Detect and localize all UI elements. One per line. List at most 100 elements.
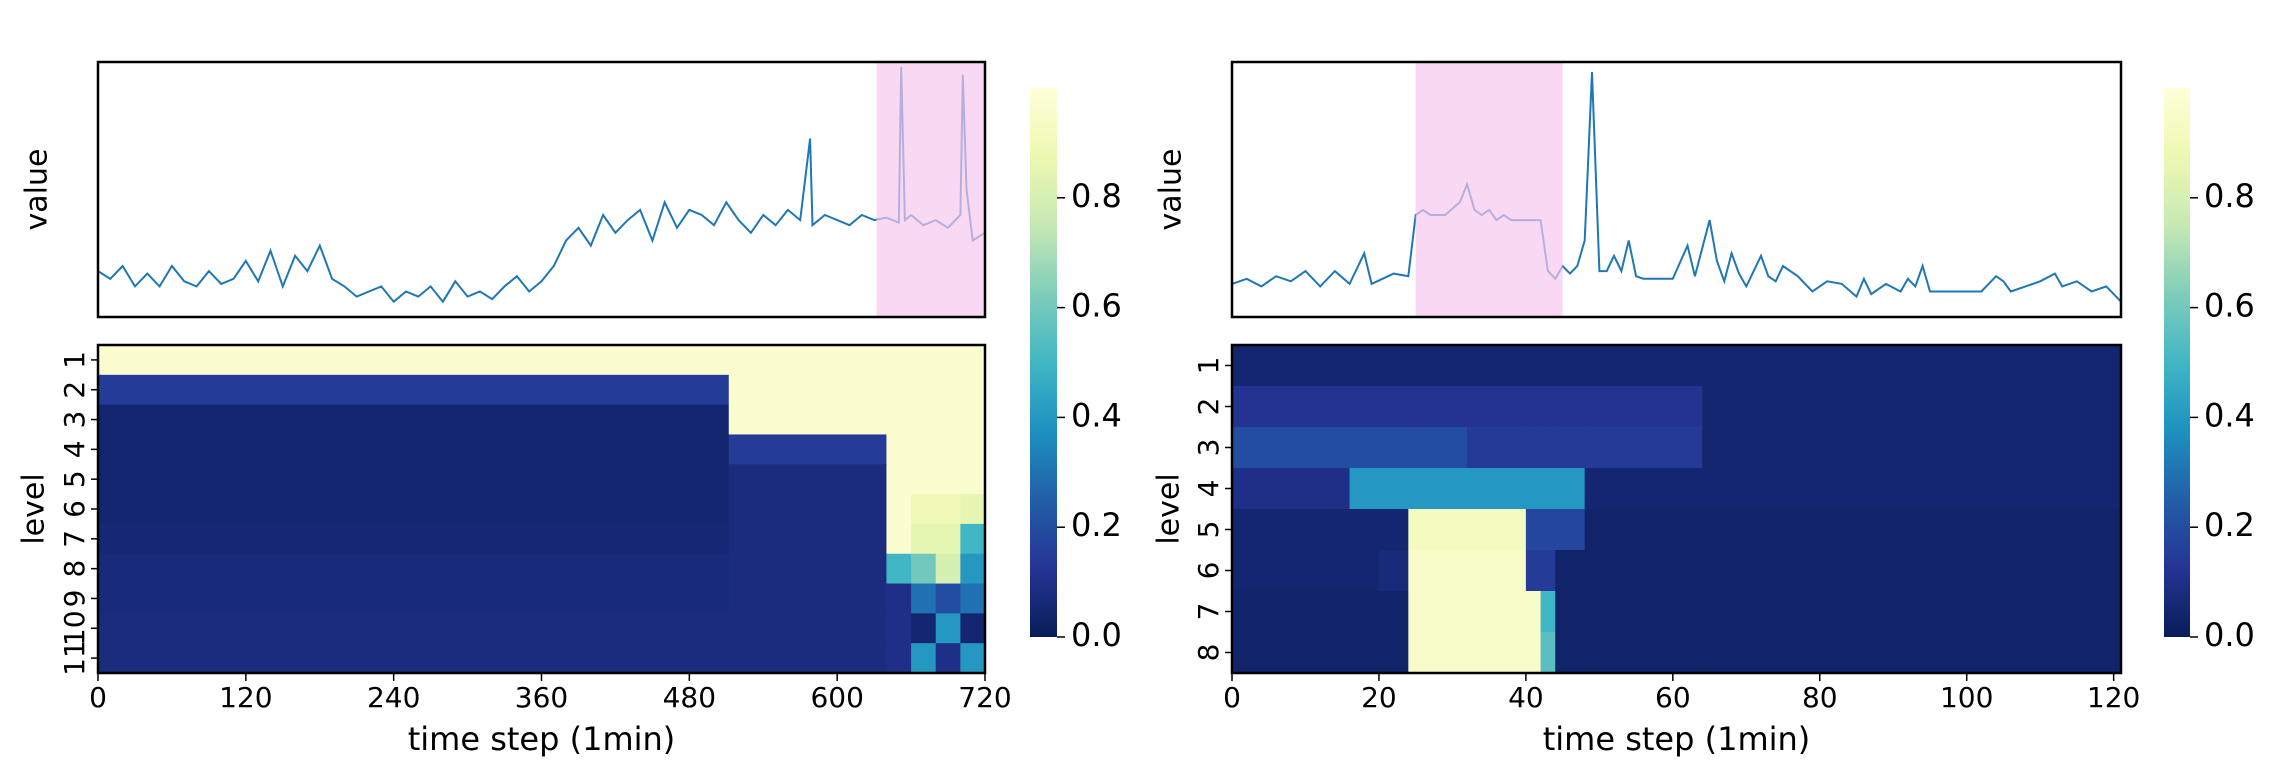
colorbar-tick-label: 0.0	[2204, 616, 2255, 654]
heatmap-cell	[1349, 632, 1380, 674]
heatmap-cell	[728, 404, 887, 435]
colorbar-tick-label: 0.0	[1071, 616, 1122, 654]
colorbar-tick-label: 0.6	[1071, 287, 1122, 325]
heatmap-cell	[911, 494, 937, 525]
heatmap-cell	[960, 523, 986, 555]
heatmap-cell	[728, 553, 887, 585]
heatmap-cell	[1540, 427, 1556, 469]
heatmap-cell	[728, 613, 887, 644]
heatmap-cell	[1584, 468, 1703, 510]
heatmap-cell	[98, 613, 730, 644]
y-axis-label: value	[1154, 149, 1189, 231]
y-tick-label: 8	[58, 560, 91, 578]
heatmap-cell	[886, 553, 912, 585]
x-tick-label: 480	[663, 681, 716, 714]
heatmap-cell	[960, 404, 986, 435]
heatmap-cell	[1408, 509, 1468, 551]
heatmap-cell	[1408, 550, 1468, 592]
heatmap-cell	[1555, 427, 1586, 469]
heatmap-cell	[911, 374, 937, 406]
heatmap-cell	[911, 434, 937, 465]
x-tick-label: 40	[1508, 681, 1544, 714]
y-tick-label: 10	[58, 610, 91, 646]
heatmap-cell	[886, 434, 912, 465]
heatmap-cell	[1702, 550, 2122, 592]
heatmap-cell	[1540, 591, 1556, 633]
y-tick-label: 4	[58, 440, 91, 458]
heatmap-cell	[1584, 427, 1703, 469]
colorbar-tick-label: 0.8	[2204, 177, 2255, 215]
heatmap-cell	[886, 494, 912, 525]
heatmap-cell	[1349, 386, 1380, 428]
heatmap-cell	[1349, 345, 1380, 387]
heatmap-cell	[911, 523, 937, 555]
heatmap-cell	[1408, 386, 1468, 428]
heatmap-cell	[1584, 632, 1703, 674]
heatmap-cell	[1584, 509, 1703, 551]
heatmap-cell	[960, 553, 986, 585]
x-tick-label: 120	[2087, 681, 2140, 714]
highlight-span	[1415, 62, 1563, 317]
y-tick-label: 5	[58, 470, 91, 488]
heatmap-cell	[935, 374, 961, 406]
colorbar-tick-label: 0.2	[2204, 506, 2255, 544]
heatmap-cell	[1232, 509, 1351, 551]
heatmap-cell	[1408, 632, 1468, 674]
x-tick-label: 720	[958, 681, 1011, 714]
heatmap-cell	[1555, 509, 1586, 551]
heatmap-cell	[98, 583, 730, 614]
heatmap-cell	[1540, 345, 1556, 387]
heatmap-cell	[728, 374, 887, 406]
y-axis-label: value	[20, 149, 55, 231]
heatmap-cell	[911, 613, 937, 644]
heatmap-cell	[886, 345, 912, 376]
heatmap-cell	[1702, 468, 2122, 510]
y-tick-label: 8	[1192, 644, 1225, 662]
heatmap-cell	[1349, 550, 1380, 592]
heatmap-cell	[98, 643, 730, 674]
heatmap-cell	[1540, 386, 1556, 428]
heatmap-cell	[935, 404, 961, 435]
heatmap-cell	[98, 404, 730, 435]
heatmap-cell	[960, 464, 986, 495]
y-tick-label: 7	[1192, 603, 1225, 621]
heatmap-cell	[1349, 509, 1380, 551]
heatmap-cell	[935, 523, 961, 555]
heatmap-cell	[935, 553, 961, 585]
heatmap-cell	[960, 434, 986, 465]
heatmap-cell	[1555, 345, 1586, 387]
heatmap-cell	[1378, 468, 1409, 510]
x-tick-label: 0	[1223, 681, 1241, 714]
heatmap-cell	[911, 345, 937, 376]
heatmap-cell	[1540, 550, 1556, 592]
x-tick-label: 20	[1361, 681, 1397, 714]
x-tick-label: 0	[89, 681, 107, 714]
heatmap-cell	[1232, 468, 1351, 510]
heatmap-cell	[1555, 386, 1586, 428]
heatmap-cell	[728, 583, 887, 614]
heatmap-cell	[911, 643, 937, 674]
y-axis-label: level	[17, 473, 52, 544]
series-line	[1231, 72, 2122, 303]
heatmap-cell	[1525, 386, 1542, 428]
heatmap-cell	[935, 613, 961, 644]
heatmap-cell	[935, 494, 961, 525]
heatmap-cell	[1525, 591, 1542, 633]
heatmap-cell	[1232, 591, 1351, 633]
heatmap-cell	[1349, 468, 1380, 510]
heatmap-cell	[911, 583, 937, 614]
heatmap-cell	[960, 613, 986, 644]
heatmap-cell	[935, 464, 961, 495]
heatmap-cell	[886, 464, 912, 495]
heatmap-cell	[911, 464, 937, 495]
heatmap-cell	[728, 345, 887, 376]
y-tick-label: 1	[58, 351, 91, 369]
heatmap-cell	[1525, 427, 1542, 469]
axes-frame	[1230, 343, 2123, 675]
colorbar-tick-label: 0.6	[2204, 287, 2255, 325]
heatmap-cell	[886, 404, 912, 435]
heatmap-cell	[98, 434, 730, 465]
heatmap-cell	[728, 523, 887, 555]
heatmap-cell	[911, 553, 937, 585]
